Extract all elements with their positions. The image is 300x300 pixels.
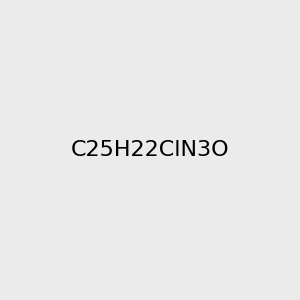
Text: C25H22ClN3O: C25H22ClN3O (71, 140, 229, 160)
